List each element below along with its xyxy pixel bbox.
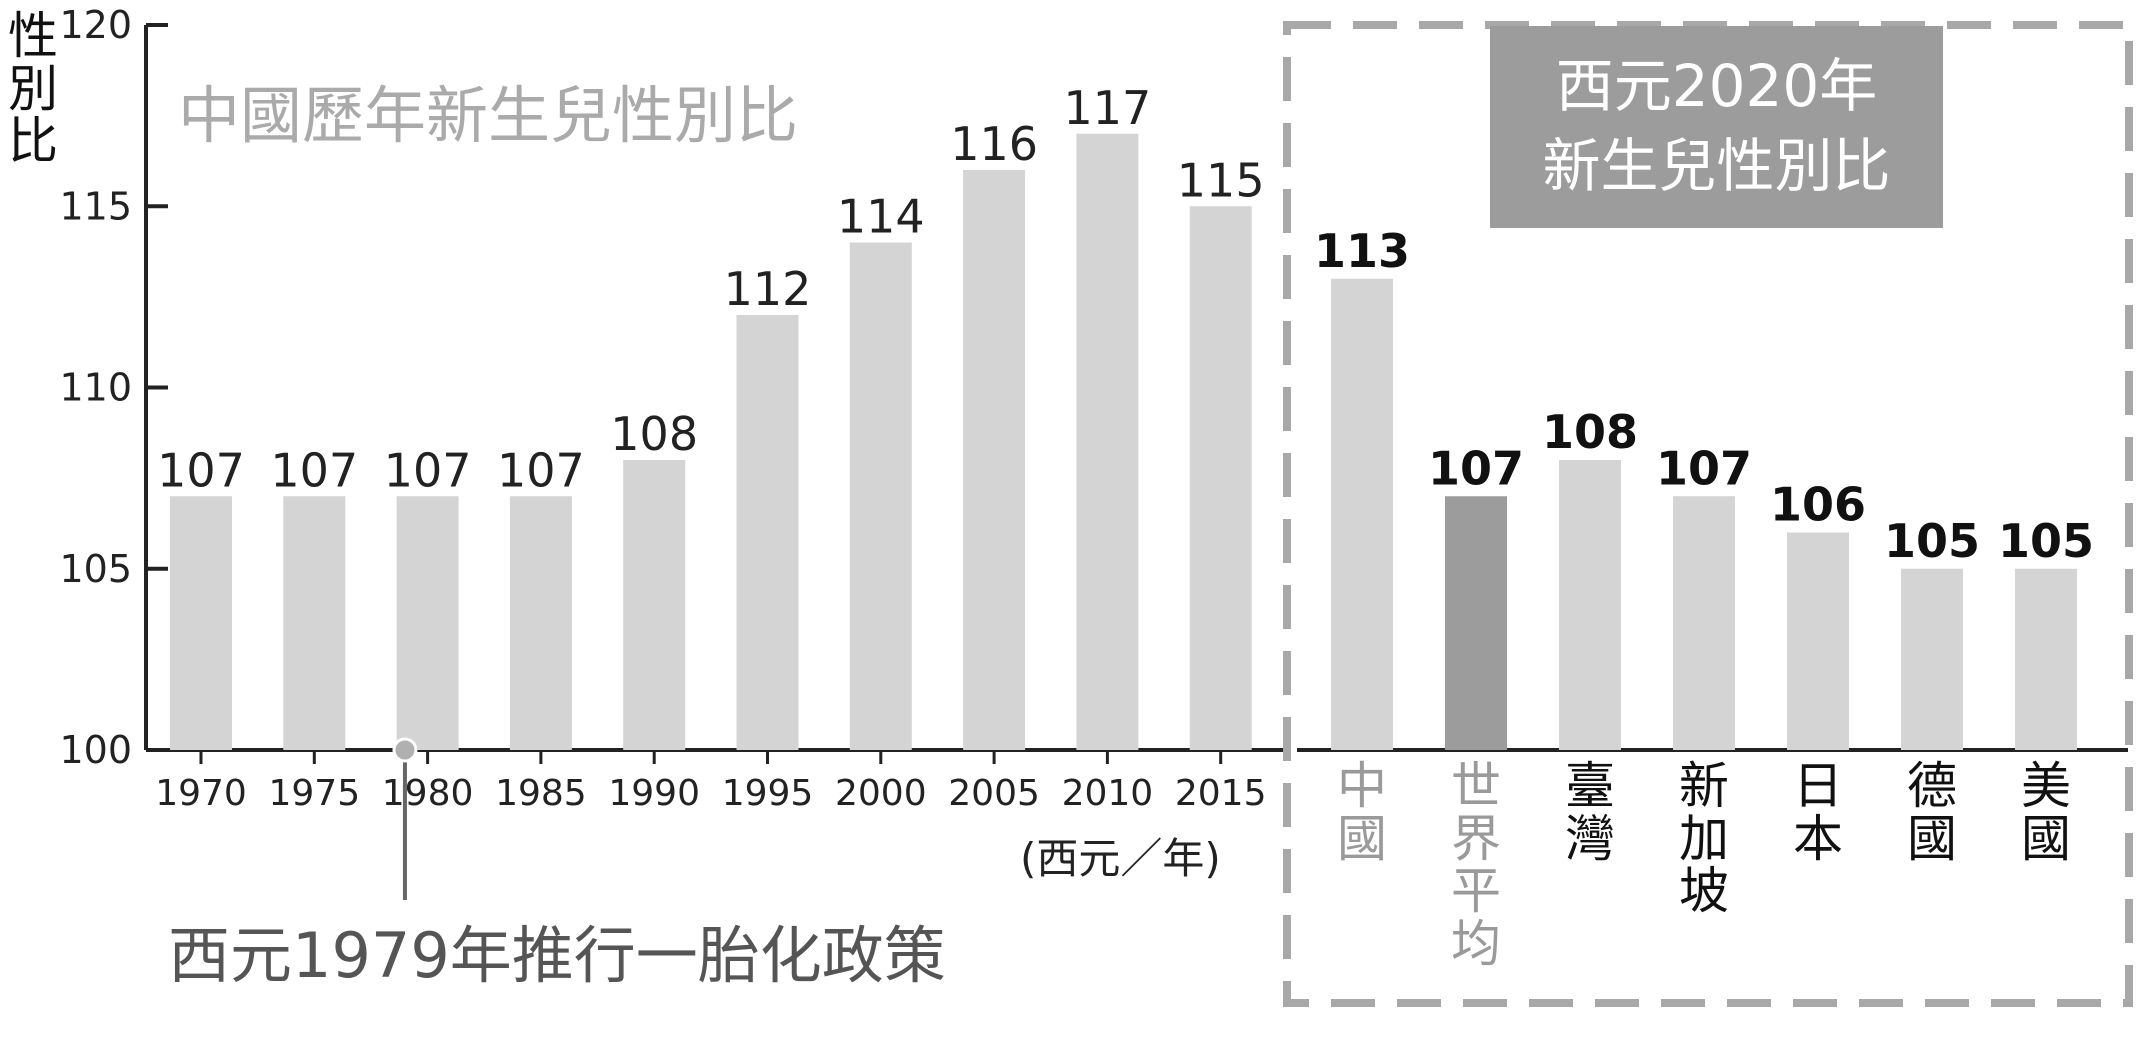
bar-臺灣 [1559,460,1621,750]
country-label: 德國 [1907,757,1957,868]
right-title-line2: 新生兒性別比 [1542,132,1891,200]
right-bars: 113 107 108 107 106 105 105 [1314,224,2094,750]
x-tick-label: 2010 [1062,773,1154,814]
y-tick-label: 120 [59,3,132,47]
bar-2000 [849,242,912,750]
y-tick-label: 105 [59,547,132,591]
bar-value-label: 116 [950,117,1038,171]
policy-marker-dot [392,737,418,763]
bar-新加坡 [1673,496,1735,750]
bar-value-label: 113 [1314,224,1410,278]
right-chart-title: 西元2020年 新生兒性別比 [1490,26,1943,228]
country-label: 中國 [1337,757,1387,868]
bar-1990 [623,460,686,750]
bar-value-label: 107 [1428,441,1524,495]
left-chart-title: 中國歷年新生兒性別比 [178,79,799,152]
bar-日本 [1787,532,1849,750]
y-tick-label: 110 [59,366,132,410]
bar-value-label: 107 [157,443,245,497]
bar-中國 [1331,278,1393,750]
right-title-line1: 西元2020年 [1555,52,1878,120]
bar-value-label: 107 [270,443,358,497]
x-tick-label: 2000 [835,773,927,814]
bar-1980 [396,496,459,750]
x-tick-label: 1990 [608,773,700,814]
bar-世界平均 [1445,496,1507,750]
x-tick-label: 1980 [382,773,474,814]
bar-value-label: 108 [1542,405,1638,459]
bar-value-label: 105 [1884,514,1980,568]
bar-value-label: 105 [1998,514,2094,568]
bar-value-label: 107 [1656,441,1752,495]
bar-value-label: 107 [497,443,585,497]
y-axis-title: 性別比 [8,7,58,170]
left-bars: 107 1970 107 1975 107 1980 107 1985 108 1990 112 19… [155,81,1267,900]
x-tick-label: 1995 [722,773,814,814]
bar-1985 [509,496,572,750]
bar-1970 [170,496,232,750]
country-label: 美國 [2021,757,2071,868]
x-tick-label: 2015 [1175,773,1267,814]
bar-value-label: 106 [1770,478,1866,532]
right-panel-border [1283,21,2133,1007]
bar-value-label: 112 [724,262,812,316]
y-tick-label: 100 [59,728,132,772]
country-label: 世界平均 [1451,757,1501,973]
bar-2010 [1076,133,1139,750]
bar-value-label: 114 [837,190,925,244]
x-tick-label: 1975 [268,773,360,814]
country-label: 日本 [1793,757,1843,868]
y-tick-label: 115 [59,184,132,228]
bar-1975 [283,496,346,750]
bar-value-label: 108 [610,407,698,461]
x-tick-label: 1985 [495,773,587,814]
bar-value-label: 115 [1177,153,1265,207]
bar-2015 [1189,206,1252,750]
x-tick-label: 1970 [155,773,247,814]
bar-德國 [1901,568,1963,750]
bar-2005 [963,170,1026,750]
x-tick-label: 2005 [948,773,1040,814]
bar-value-label: 117 [1063,81,1151,135]
country-label: 臺灣 [1565,757,1615,868]
x-axis-unit-label: (西元／年) [1020,834,1221,883]
bar-美國 [2015,568,2077,750]
bar-1995 [736,315,799,750]
country-label: 新加坡 [1679,757,1729,920]
policy-annotation: 西元1979年推行一胎化政策 [168,919,946,992]
bar-value-label: 107 [384,443,472,497]
